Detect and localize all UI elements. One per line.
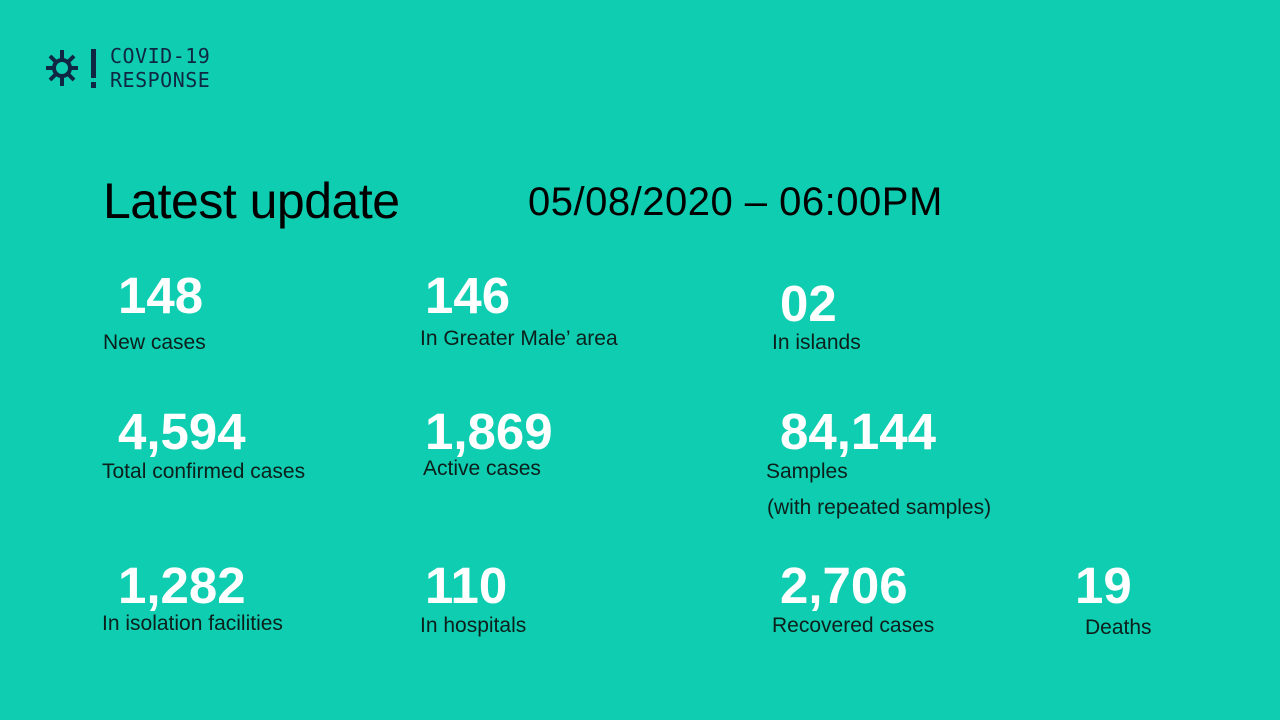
active-cases-label: Active cases <box>423 457 541 480</box>
deaths-value: 19 <box>1075 557 1132 614</box>
hospitals-label: In hospitals <box>420 614 527 637</box>
active-cases-value: 1,869 <box>425 403 553 460</box>
new-cases-value: 148 <box>118 267 204 324</box>
greater-male-value: 146 <box>425 267 511 324</box>
total-confirmed-value: 4,594 <box>118 403 246 460</box>
covid-response-logo: COVID-19 RESPONSE <box>40 44 210 92</box>
new-cases-label: New cases <box>103 331 206 354</box>
isolation-value: 1,282 <box>118 557 246 614</box>
samples-label: Samples <box>766 460 848 483</box>
brand-line-2: RESPONSE <box>110 68 211 92</box>
update-datetime: 05/08/2020 – 06:00PM <box>528 180 943 224</box>
samples-value: 84,144 <box>780 403 936 460</box>
total-confirmed-label: Total confirmed cases <box>102 460 306 483</box>
hospitals-value: 110 <box>425 557 508 614</box>
page-title: Latest update <box>103 173 400 229</box>
greater-male-label: In Greater Male’ area <box>420 327 618 350</box>
isolation-label: In isolation facilities <box>102 612 283 635</box>
samples-note: (with repeated samples) <box>767 496 992 519</box>
brand-line-1: COVID-19 <box>110 44 211 68</box>
islands-value: 02 <box>780 275 837 332</box>
brand-text: COVID-19 RESPONSE <box>110 44 210 92</box>
recovered-label: Recovered cases <box>772 614 935 637</box>
deaths-label: Deaths <box>1085 616 1152 639</box>
recovered-value: 2,706 <box>780 557 908 614</box>
snowflake-alert-icon <box>46 49 96 88</box>
islands-label: In islands <box>772 331 861 354</box>
